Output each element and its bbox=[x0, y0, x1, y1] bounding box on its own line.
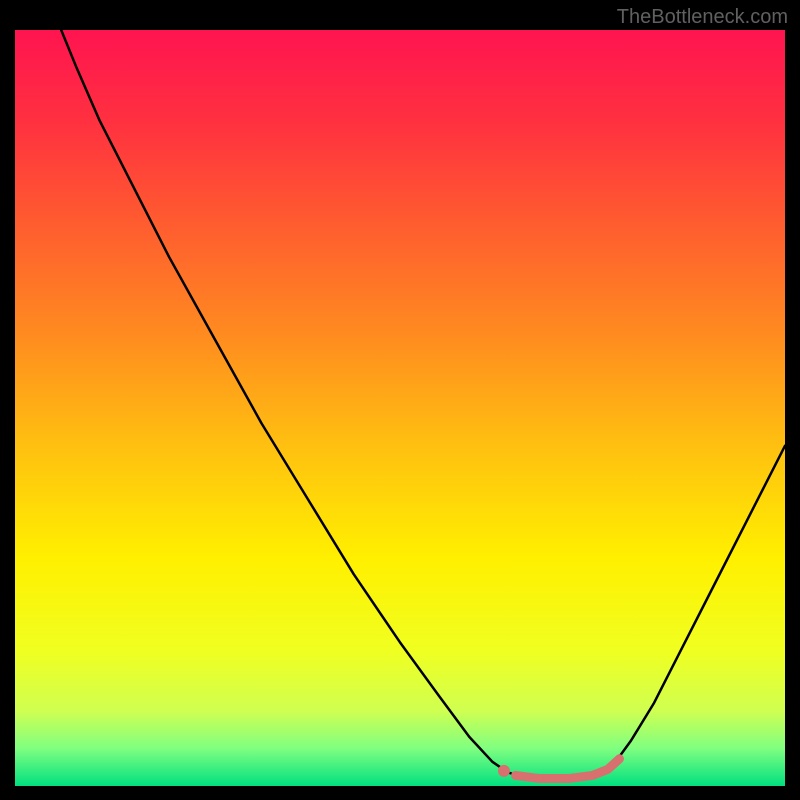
bottleneck-curve-chart bbox=[15, 30, 785, 786]
optimal-point-marker bbox=[498, 765, 510, 777]
attribution-text: TheBottleneck.com bbox=[617, 6, 788, 29]
chart-area bbox=[15, 30, 785, 786]
